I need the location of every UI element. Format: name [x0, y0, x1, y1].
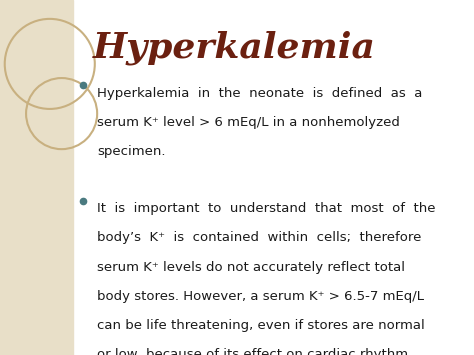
Text: or low, because of its effect on cardiac rhythm.: or low, because of its effect on cardiac…: [97, 348, 412, 355]
Text: can be life threatening, even if stores are normal: can be life threatening, even if stores …: [97, 319, 425, 332]
Text: It  is  important  to  understand  that  most  of  the: It is important to understand that most …: [97, 202, 436, 215]
Text: body’s  K⁺  is  contained  within  cells;  therefore: body’s K⁺ is contained within cells; the…: [97, 231, 421, 245]
Text: Hyperkalemia  in  the  neonate  is  defined  as  a: Hyperkalemia in the neonate is defined a…: [97, 87, 422, 100]
Text: serum K⁺ level > 6 mEq/L in a nonhemolyzed: serum K⁺ level > 6 mEq/L in a nonhemolyz…: [97, 116, 400, 129]
Text: serum K⁺ levels do not accurately reflect total: serum K⁺ levels do not accurately reflec…: [97, 261, 405, 274]
Text: body stores. However, a serum K⁺ > 6.5-7 mEq/L: body stores. However, a serum K⁺ > 6.5-7…: [97, 290, 424, 303]
Text: Hyperkalemia: Hyperkalemia: [92, 30, 375, 65]
Bar: [0, 0, 73, 355]
Text: specimen.: specimen.: [97, 145, 166, 158]
